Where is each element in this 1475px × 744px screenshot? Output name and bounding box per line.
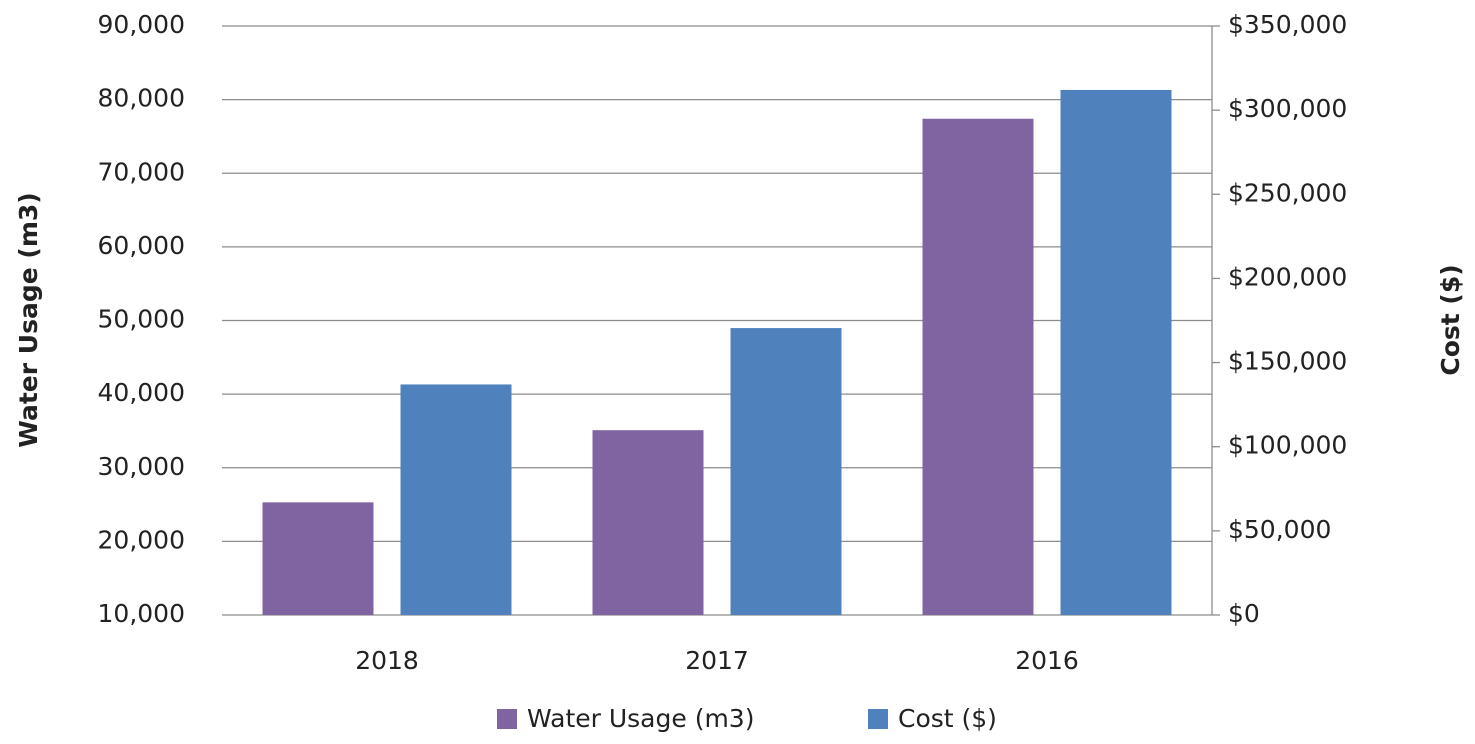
x-tick-label: 2016 bbox=[1015, 646, 1079, 675]
y-tick-label: 40,000 bbox=[98, 378, 185, 407]
y2-axis-title: Cost ($) bbox=[1436, 264, 1465, 375]
y2-tick-label: $200,000 bbox=[1228, 262, 1347, 291]
legend-swatch bbox=[497, 709, 517, 729]
bar bbox=[592, 430, 704, 615]
y2-tick-label: $350,000 bbox=[1228, 10, 1347, 39]
bar bbox=[730, 328, 842, 615]
y2-tick-label: $250,000 bbox=[1228, 178, 1347, 207]
y-tick-label: 80,000 bbox=[98, 84, 185, 113]
bar bbox=[400, 384, 512, 615]
y2-tick-label: $300,000 bbox=[1228, 94, 1347, 123]
y-tick-label: 30,000 bbox=[98, 452, 185, 481]
legend-swatch bbox=[868, 709, 888, 729]
y-tick-label: 20,000 bbox=[98, 525, 185, 554]
y-tick-label: 70,000 bbox=[98, 157, 185, 186]
y-tick-label: 60,000 bbox=[98, 231, 185, 260]
bar bbox=[262, 502, 374, 615]
x-tick-label: 2017 bbox=[685, 646, 749, 675]
y2-tick-label: $150,000 bbox=[1228, 347, 1347, 376]
y2-tick-label: $0 bbox=[1228, 599, 1260, 628]
y2-tick-label: $100,000 bbox=[1228, 431, 1347, 460]
bar bbox=[922, 118, 1034, 615]
y-axis-title: Water Usage (m3) bbox=[14, 192, 43, 447]
x-tick-label: 2018 bbox=[355, 646, 419, 675]
y2-tick-label: $50,000 bbox=[1228, 515, 1331, 544]
bar bbox=[1060, 89, 1172, 616]
legend-label: Water Usage (m3) bbox=[527, 704, 754, 733]
y-tick-label: 50,000 bbox=[98, 305, 185, 334]
legend-label: Cost ($) bbox=[898, 704, 997, 733]
y-tick-label: 90,000 bbox=[98, 10, 185, 39]
y-tick-label: 10,000 bbox=[98, 599, 185, 628]
